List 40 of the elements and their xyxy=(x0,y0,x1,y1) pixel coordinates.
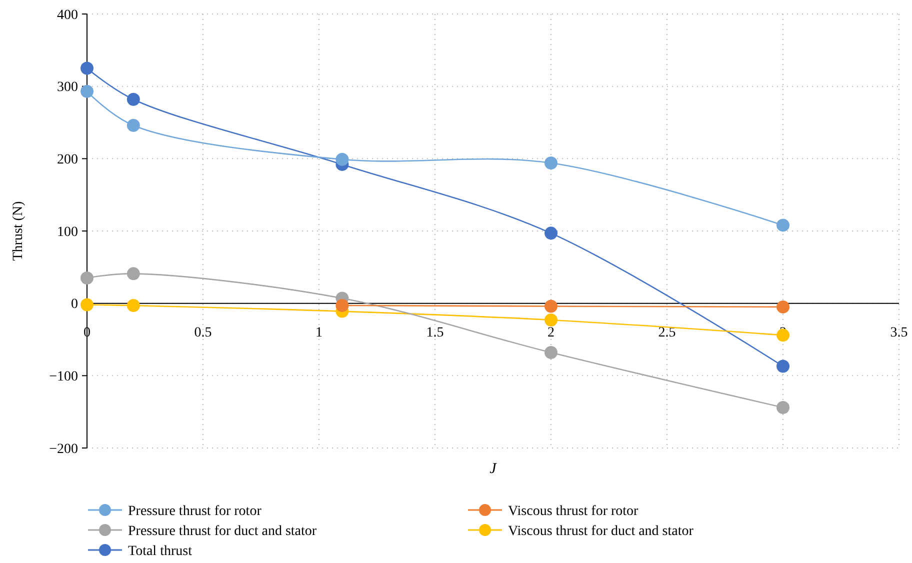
x-axis-title: J xyxy=(490,461,498,477)
legend-label: Viscous thrust for duct and stator xyxy=(508,524,694,539)
point xyxy=(544,313,558,326)
y-tick-label: 300 xyxy=(57,80,78,96)
point xyxy=(776,400,790,414)
point xyxy=(544,226,558,240)
legend-label: Total thrust xyxy=(128,544,192,559)
y-tick-label: 0 xyxy=(71,297,78,312)
y-tick-label: 400 xyxy=(57,8,78,23)
legend-label: Pressure thrust for rotor xyxy=(128,504,262,519)
point xyxy=(126,299,140,312)
point xyxy=(126,267,140,280)
legend-label: Viscous thrust for rotor xyxy=(508,504,639,519)
point xyxy=(776,360,790,373)
point xyxy=(80,272,94,285)
y-tick-label: −100 xyxy=(49,370,78,385)
point xyxy=(544,346,558,360)
x-tick-label: 1 xyxy=(316,325,322,340)
point xyxy=(776,218,790,232)
y-tick-label: −200 xyxy=(49,442,78,457)
point xyxy=(776,300,790,314)
x-tick-label: 3.5 xyxy=(890,325,908,340)
point xyxy=(544,156,558,170)
legend-label: Pressure thrust for duct and stator xyxy=(128,524,317,539)
point xyxy=(776,328,790,342)
x-tick-label: 2.5 xyxy=(658,325,676,340)
point xyxy=(126,92,140,106)
point xyxy=(336,152,349,166)
y-tick-label: 200 xyxy=(57,152,78,168)
point xyxy=(126,118,140,132)
y-axis-title: Thrust (N) xyxy=(11,200,26,261)
point xyxy=(544,300,558,313)
x-tick-label: 0.5 xyxy=(194,325,212,340)
point xyxy=(80,62,94,75)
point xyxy=(80,84,94,98)
point xyxy=(336,299,349,312)
x-tick-label: 1.5 xyxy=(426,325,444,340)
point xyxy=(80,298,94,312)
x-tick-label: 2 xyxy=(548,325,554,340)
y-tick-label: 100 xyxy=(57,224,78,240)
